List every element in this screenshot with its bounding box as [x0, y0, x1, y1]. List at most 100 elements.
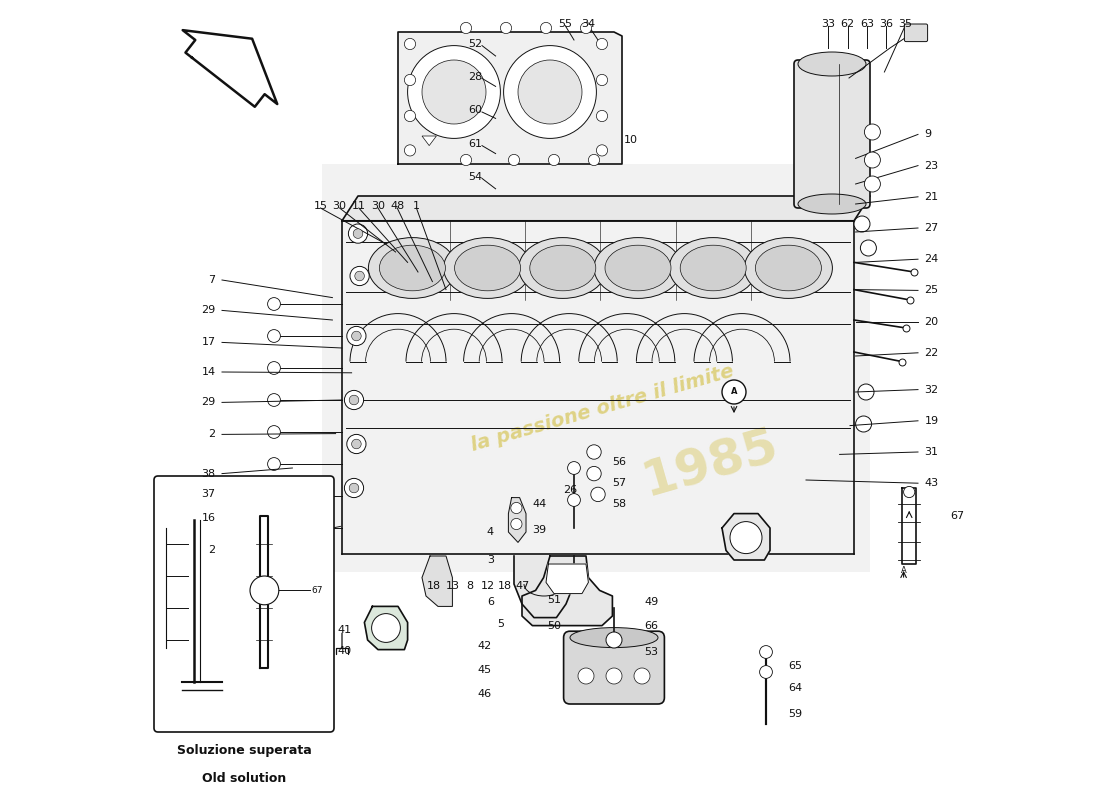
- Ellipse shape: [530, 245, 596, 291]
- Circle shape: [730, 522, 762, 554]
- Text: 24: 24: [924, 254, 938, 264]
- Ellipse shape: [454, 245, 520, 291]
- Circle shape: [461, 22, 472, 34]
- Ellipse shape: [745, 238, 833, 298]
- Text: 20: 20: [924, 317, 938, 326]
- Text: 60: 60: [468, 106, 482, 115]
- Text: 51: 51: [547, 595, 561, 605]
- Circle shape: [504, 46, 596, 138]
- Polygon shape: [522, 556, 613, 626]
- Text: 28: 28: [468, 72, 482, 82]
- Text: 33: 33: [822, 19, 835, 29]
- Text: 13: 13: [446, 581, 460, 590]
- Ellipse shape: [443, 238, 531, 298]
- Text: 45: 45: [477, 666, 492, 675]
- Text: 43: 43: [924, 478, 938, 488]
- Text: 55: 55: [558, 19, 572, 29]
- Circle shape: [346, 434, 366, 454]
- Ellipse shape: [570, 627, 658, 648]
- Circle shape: [568, 494, 581, 506]
- Circle shape: [461, 154, 472, 166]
- Text: 64: 64: [789, 683, 803, 693]
- Text: 47: 47: [516, 581, 530, 590]
- Text: 65: 65: [789, 661, 802, 670]
- Circle shape: [349, 395, 359, 405]
- Text: 42: 42: [477, 642, 492, 651]
- Text: 2: 2: [209, 430, 216, 439]
- Text: 31: 31: [924, 447, 938, 457]
- Polygon shape: [364, 606, 408, 650]
- Circle shape: [352, 439, 361, 449]
- Ellipse shape: [594, 238, 682, 298]
- Text: 2: 2: [209, 546, 216, 555]
- Circle shape: [856, 416, 871, 432]
- Polygon shape: [508, 498, 526, 542]
- Text: 17: 17: [201, 338, 216, 347]
- Circle shape: [760, 646, 772, 658]
- Ellipse shape: [669, 238, 757, 298]
- Text: 18: 18: [427, 581, 441, 590]
- Text: 61: 61: [468, 139, 482, 149]
- Text: 1985: 1985: [637, 422, 783, 506]
- Polygon shape: [183, 30, 277, 106]
- Text: 53: 53: [645, 647, 659, 657]
- Ellipse shape: [519, 238, 607, 298]
- Ellipse shape: [605, 245, 671, 291]
- Polygon shape: [546, 564, 589, 594]
- Circle shape: [355, 271, 364, 281]
- Ellipse shape: [798, 52, 866, 76]
- Circle shape: [267, 490, 280, 502]
- Circle shape: [408, 46, 501, 138]
- Circle shape: [586, 466, 602, 481]
- Circle shape: [634, 668, 650, 684]
- Text: 18: 18: [498, 581, 513, 590]
- Text: 1: 1: [412, 202, 420, 211]
- Text: 29: 29: [201, 398, 216, 407]
- Text: 67: 67: [311, 586, 323, 595]
- Circle shape: [267, 458, 280, 470]
- Text: 63: 63: [860, 19, 873, 29]
- Circle shape: [860, 240, 877, 256]
- Circle shape: [578, 668, 594, 684]
- Text: 21: 21: [924, 192, 938, 202]
- Circle shape: [518, 60, 582, 124]
- Text: 3: 3: [487, 555, 494, 565]
- Text: 48: 48: [390, 202, 405, 211]
- Circle shape: [865, 176, 880, 192]
- Circle shape: [510, 502, 522, 514]
- Circle shape: [858, 384, 874, 400]
- Ellipse shape: [379, 245, 446, 291]
- Circle shape: [344, 478, 364, 498]
- Circle shape: [596, 110, 607, 122]
- Text: 34: 34: [581, 19, 595, 29]
- Circle shape: [352, 331, 361, 341]
- Circle shape: [267, 330, 280, 342]
- Ellipse shape: [680, 245, 746, 291]
- Text: 46: 46: [477, 689, 492, 698]
- Text: 38: 38: [201, 469, 216, 478]
- Text: Old solution: Old solution: [202, 772, 286, 785]
- FancyBboxPatch shape: [322, 164, 870, 572]
- Text: Soluzione superata: Soluzione superata: [177, 744, 311, 757]
- Circle shape: [353, 229, 363, 238]
- Text: 30: 30: [332, 202, 346, 211]
- Circle shape: [581, 22, 592, 34]
- Text: 67: 67: [950, 511, 964, 521]
- Circle shape: [405, 38, 416, 50]
- Circle shape: [267, 362, 280, 374]
- Text: A: A: [730, 387, 737, 397]
- Circle shape: [549, 154, 560, 166]
- Circle shape: [405, 145, 416, 156]
- Circle shape: [267, 426, 280, 438]
- Circle shape: [865, 152, 880, 168]
- Circle shape: [606, 668, 621, 684]
- Text: 25: 25: [924, 286, 938, 295]
- FancyBboxPatch shape: [794, 60, 870, 208]
- Text: 7: 7: [209, 275, 216, 285]
- Text: la passione oltre il limite: la passione oltre il limite: [469, 362, 736, 454]
- Text: 26: 26: [563, 485, 578, 494]
- Polygon shape: [398, 32, 622, 164]
- Circle shape: [346, 326, 366, 346]
- Circle shape: [500, 22, 512, 34]
- Text: 4: 4: [487, 527, 494, 537]
